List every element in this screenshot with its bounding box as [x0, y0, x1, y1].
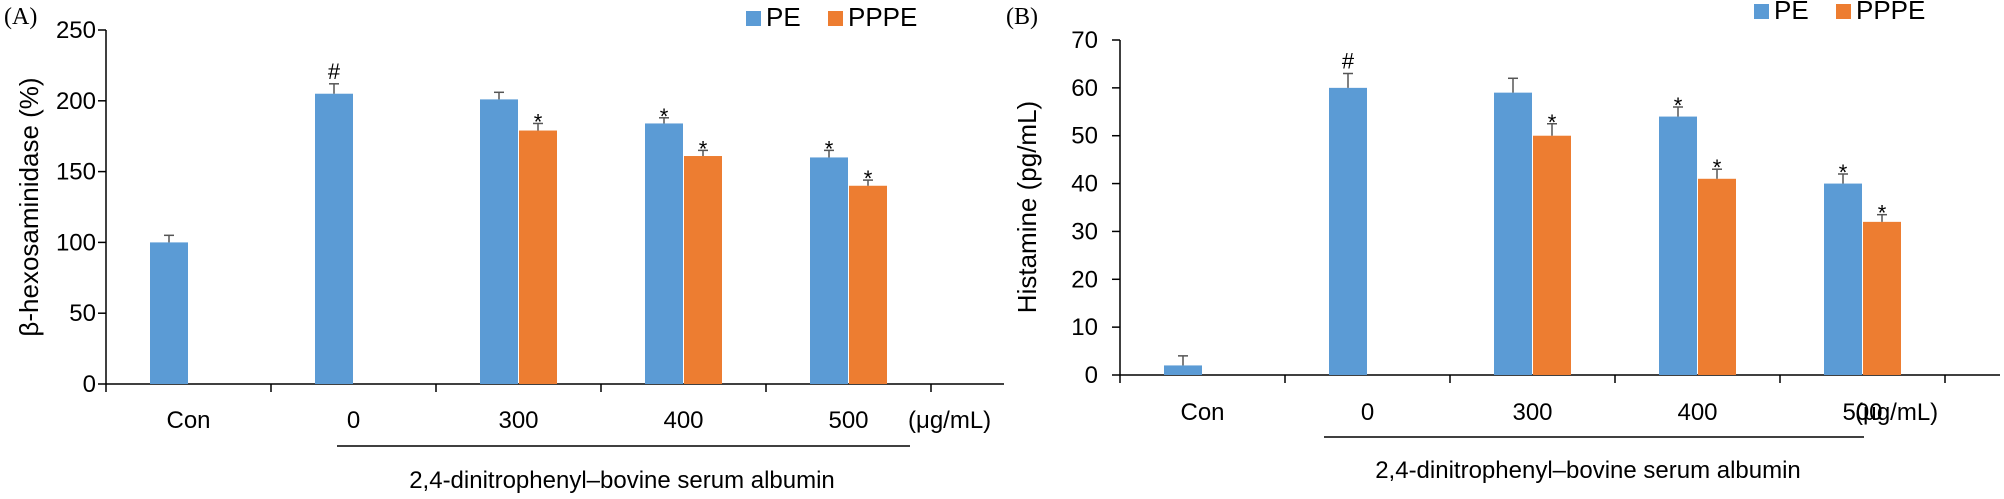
y-tick-label: 0 — [1085, 362, 1098, 389]
bar-pe-2 — [1494, 92, 1532, 376]
significance-marker: * — [1674, 93, 1683, 118]
panel-a: (A) 0 50 100 150 200 250 β-hexosaminidase (%) Co… — [4, 2, 1004, 494]
legend-swatch-pppe — [828, 11, 843, 26]
unit-label: (μg/mL) — [1855, 399, 1938, 426]
group-caption: 2,4-dinitrophenyl–bovine serum albumin — [1375, 457, 1801, 484]
significance-marker: * — [864, 166, 873, 191]
legend-label-pe: PE — [1774, 0, 1809, 25]
y-tick-label: 150 — [56, 159, 96, 186]
significance-marker: * — [1548, 110, 1557, 135]
y-axis-label: Histamine (pg/mL) — [1012, 101, 1042, 313]
bar-pppe-2 — [1533, 135, 1571, 375]
y-tick-label: 30 — [1071, 218, 1098, 245]
bar-pe-1 — [315, 93, 353, 384]
significance-marker: * — [534, 109, 543, 134]
panel-label: (A) — [4, 4, 37, 30]
bar-pe-3 — [1659, 116, 1697, 376]
bar-pppe-3 — [1698, 178, 1736, 375]
bar-pe-4 — [810, 157, 848, 384]
significance-marker: * — [699, 136, 708, 161]
bar-pe-0 — [1164, 365, 1202, 375]
x-tick-label: Con — [1180, 399, 1224, 426]
significance-marker: * — [660, 104, 669, 129]
y-axis-label: β-hexosaminidase (%) — [14, 77, 44, 336]
bar-pppe-3 — [684, 156, 722, 384]
legend: PE PPPE — [1754, 0, 1925, 25]
legend: PE PPPE — [746, 2, 917, 32]
group-caption: 2,4-dinitrophenyl–bovine serum albumin — [409, 467, 835, 494]
y-tick-label: 40 — [1071, 171, 1098, 198]
x-tick-label: 400 — [663, 407, 703, 434]
significance-marker: * — [825, 136, 834, 161]
y-tick-label: 0 — [83, 371, 96, 398]
x-tick-label: 400 — [1677, 399, 1717, 426]
significance-marker: * — [1839, 160, 1848, 185]
x-tick-label: 500 — [1842, 399, 1882, 426]
bar-pppe-4 — [849, 185, 887, 384]
legend-swatch-pppe — [1836, 4, 1851, 19]
bar-pppe-4 — [1863, 221, 1901, 375]
panel-b: (B) 0 10 20 30 40 50 60 70 Histamine (pg/mL) Con #0… — [1006, 0, 2000, 484]
y-tick-label: 100 — [56, 229, 96, 256]
x-tick-label: 300 — [498, 407, 538, 434]
significance-marker: * — [1878, 201, 1887, 226]
y-tick-label: 250 — [56, 17, 96, 44]
legend-label-pppe: PPPE — [1856, 0, 1925, 25]
bar-pe-1 — [1329, 87, 1367, 375]
legend-swatch-pe — [1754, 4, 1769, 19]
y-tick-label: 50 — [69, 300, 96, 327]
bar-pe-3 — [645, 123, 683, 385]
x-tick-label: 0 — [347, 407, 360, 434]
significance-marker: # — [1342, 49, 1355, 74]
y-tick-label: 50 — [1071, 123, 1098, 150]
bar-pe-2 — [480, 99, 518, 384]
significance-marker: * — [1713, 155, 1722, 180]
x-tick-label: 300 — [1512, 399, 1552, 426]
legend-label-pppe: PPPE — [848, 2, 917, 32]
bar-pe-4 — [1824, 183, 1862, 375]
bar-pe-0 — [150, 242, 188, 384]
x-tick-label: Con — [166, 407, 210, 434]
y-tick-label: 200 — [56, 88, 96, 115]
x-tick-label: 500 — [828, 407, 868, 434]
unit-label: (μg/mL) — [908, 407, 991, 434]
y-tick-label: 60 — [1071, 75, 1098, 102]
x-tick-label: 0 — [1361, 399, 1374, 426]
y-tick-label: 70 — [1071, 27, 1098, 54]
legend-swatch-pe — [746, 11, 761, 26]
bar-pppe-2 — [519, 130, 557, 384]
significance-marker: # — [328, 59, 341, 84]
y-tick-label: 20 — [1071, 266, 1098, 293]
y-tick-label: 10 — [1071, 314, 1098, 341]
panel-label: (B) — [1006, 4, 1038, 30]
legend-label-pe: PE — [766, 2, 801, 32]
